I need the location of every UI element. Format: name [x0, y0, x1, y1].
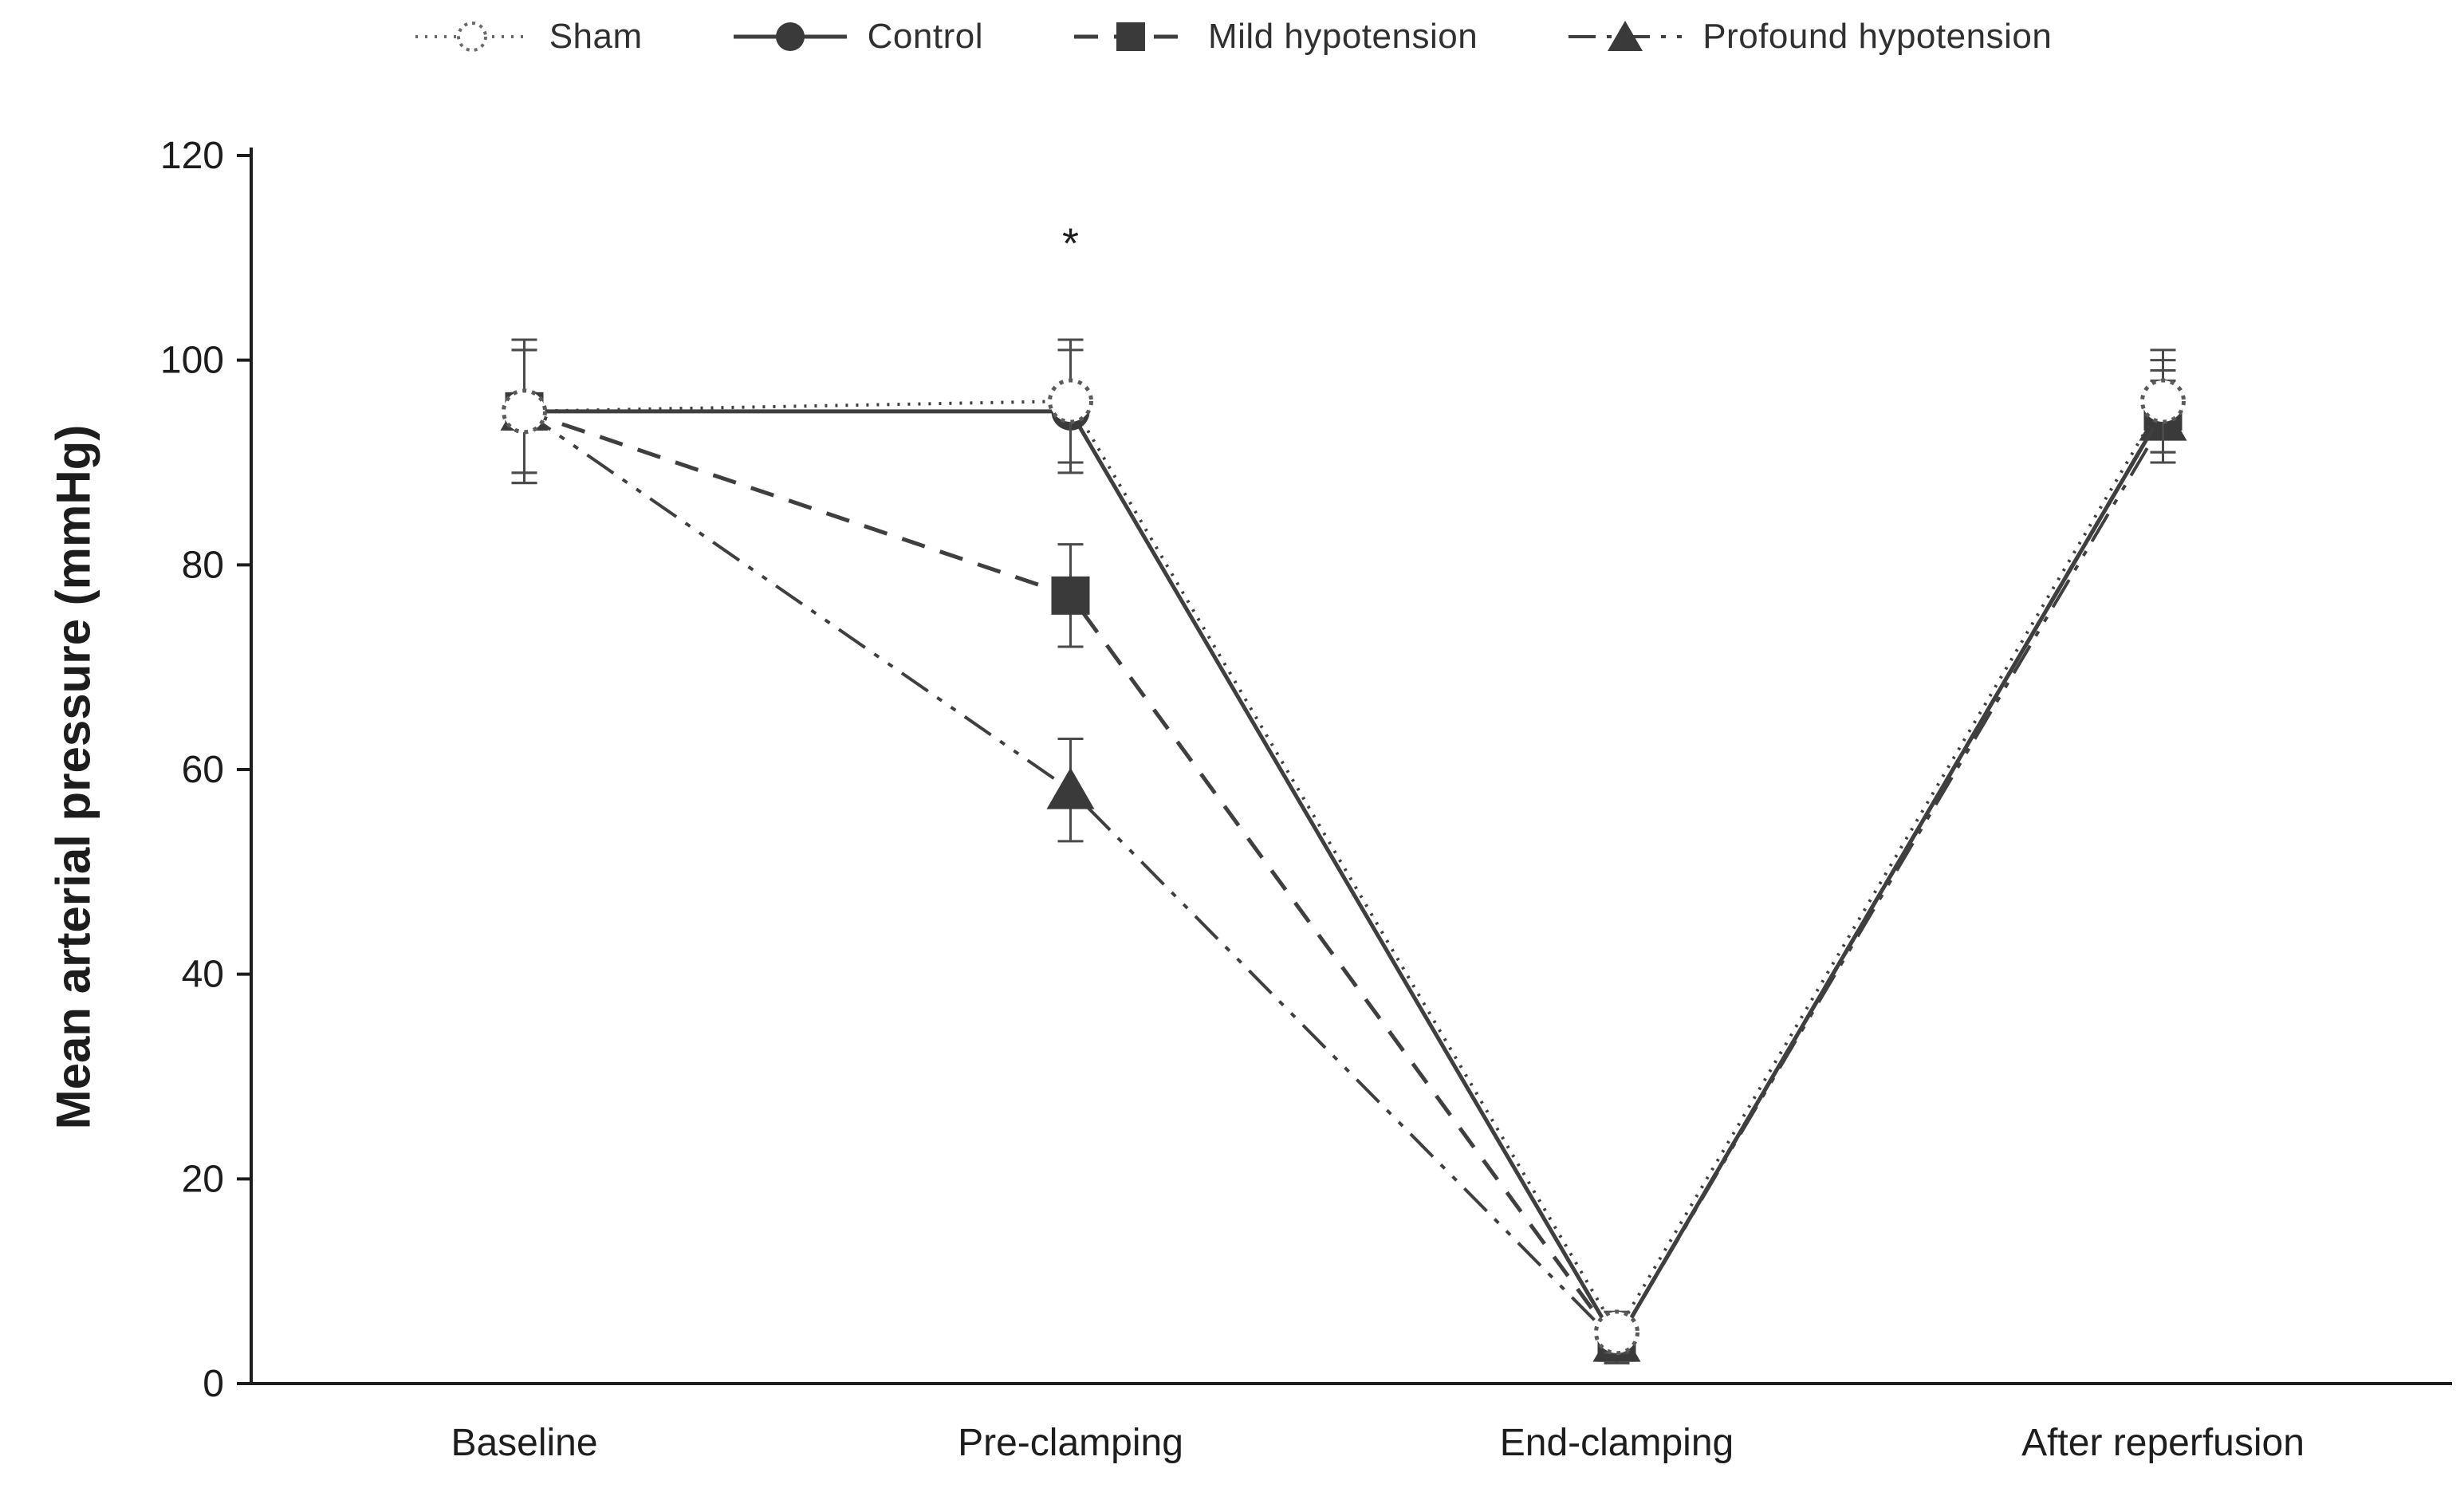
- x-category-label: After reperfusion: [2021, 1422, 2305, 1464]
- series-line: [524, 399, 2165, 1336]
- legend-item-control: Control: [730, 14, 983, 59]
- series-line: [523, 410, 2165, 1345]
- marker-open-circle: [1048, 378, 1093, 424]
- legend-label-sham: Sham: [549, 17, 643, 56]
- legend-label-control: Control: [867, 17, 983, 56]
- y-axis-title: Mean arterial pressure (mmHg): [46, 424, 100, 1130]
- y-tick-label: 0: [203, 1363, 224, 1405]
- y-tick-label: 80: [182, 544, 224, 586]
- legend-marker-sham-open-circle-icon: [415, 22, 529, 52]
- legend-marker-mild-filled-square-icon: [1073, 22, 1187, 51]
- legend-label-mild-hypotension: Mild hypotension: [1207, 17, 1478, 56]
- series-mild-hypotension: [505, 348, 2183, 1364]
- legend-item-mild-hypotension: Mild hypotension: [1071, 14, 1478, 59]
- x-category-label: Pre-clamping: [958, 1422, 1183, 1464]
- marker-open-circle: [2140, 378, 2186, 424]
- chart-legend: Sham Control Mild hypotension Profound h…: [0, 14, 2464, 59]
- y-tick-label: 40: [182, 954, 224, 996]
- x-category-label: Baseline: [451, 1422, 597, 1464]
- series-sham: [502, 338, 2186, 1356]
- legend-marker-profound-filled-triangle-icon: [1569, 21, 1683, 51]
- legend-item-sham: Sham: [412, 14, 643, 59]
- series-control: [505, 338, 2183, 1364]
- marker-open-circle: [502, 388, 547, 435]
- legend-item-profound-hypotension: Profound hypotension: [1565, 14, 2052, 59]
- marker-filled-square: [1051, 576, 1090, 615]
- marker-open-circle: [1594, 1309, 1639, 1356]
- significance-asterisk: *: [1062, 219, 1079, 267]
- legend-label-profound-hypotension: Profound hypotension: [1702, 17, 2053, 56]
- series-line: [524, 409, 2165, 1347]
- legend-marker-control-filled-circle-icon: [733, 22, 847, 51]
- y-tick-label: 60: [182, 749, 224, 791]
- y-tick-label: 120: [160, 135, 224, 177]
- marker-filled-triangle: [1046, 767, 1095, 809]
- series-profound-hypotension: [500, 348, 2187, 1364]
- x-category-label: End-clamping: [1500, 1422, 1734, 1464]
- y-tick-label: 100: [160, 340, 224, 382]
- y-tick-label: 20: [182, 1158, 224, 1200]
